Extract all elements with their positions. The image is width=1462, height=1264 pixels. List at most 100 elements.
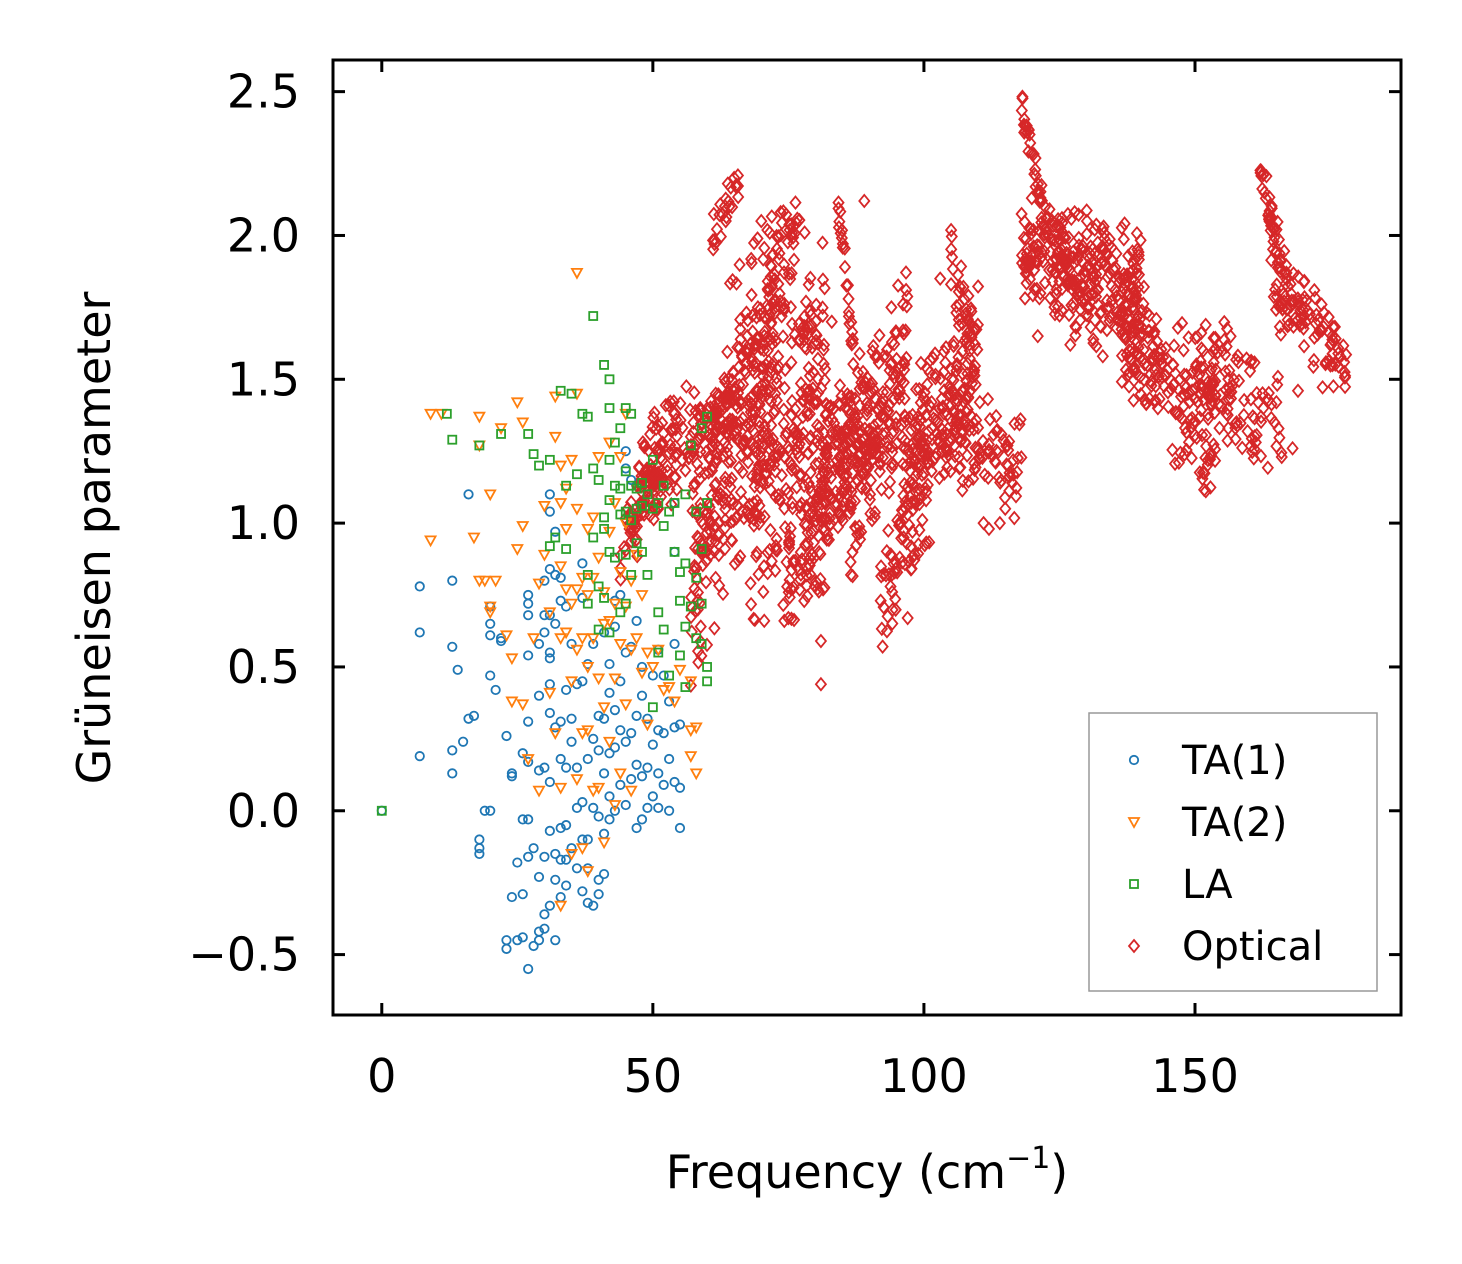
point-optical (1050, 282, 1063, 297)
point-optical (934, 370, 947, 386)
point-optical (1267, 289, 1281, 305)
point-optical (1241, 423, 1254, 439)
point-ta1 (609, 704, 621, 716)
point-optical (925, 394, 938, 410)
point-optical (614, 560, 627, 576)
point-optical (792, 562, 806, 577)
point-optical (687, 415, 700, 431)
point-la (604, 403, 615, 413)
point-optical (1068, 204, 1081, 220)
point-ta2 (537, 549, 551, 562)
point-optical (803, 479, 817, 495)
point-ta1 (550, 848, 561, 860)
point-ta2 (570, 388, 584, 401)
point-ta1 (588, 900, 599, 911)
point-optical (1137, 342, 1150, 358)
point-optical (889, 602, 902, 618)
point-optical (662, 398, 676, 414)
point-optical (1131, 334, 1144, 350)
point-optical (939, 340, 953, 355)
point-la (604, 454, 615, 465)
point-optical (754, 509, 767, 525)
point-ta2 (434, 408, 448, 421)
point-optical (1135, 303, 1149, 319)
point-optical (992, 470, 1006, 486)
point-ta2 (608, 673, 622, 686)
point-optical (943, 385, 956, 401)
point-optical (898, 523, 911, 539)
point-optical (763, 225, 776, 241)
point-optical (834, 225, 847, 241)
point-optical (1264, 223, 1277, 238)
point-optical (876, 639, 889, 655)
point-ta2 (624, 785, 638, 798)
point-optical (1297, 274, 1311, 290)
point-optical (838, 241, 851, 256)
point-optical (928, 450, 942, 466)
point-optical (1128, 362, 1141, 378)
point-optical (911, 546, 925, 562)
point-ta2 (499, 630, 514, 643)
point-optical (873, 455, 886, 471)
point-optical (890, 365, 904, 380)
point-optical (816, 581, 830, 597)
point-optical (793, 498, 806, 514)
point-ta1 (620, 736, 631, 747)
point-la (653, 498, 664, 508)
point-optical (941, 421, 954, 437)
legend-label: Optical (1182, 924, 1323, 970)
point-optical (749, 355, 762, 371)
y-tick-label: 2.0 (227, 208, 300, 262)
point-ta1 (539, 923, 550, 934)
point-optical (1199, 317, 1212, 333)
point-optical (719, 470, 732, 486)
point-optical (723, 473, 736, 489)
point-optical (861, 449, 874, 465)
point-la (631, 503, 642, 514)
point-optical (868, 390, 882, 406)
point-ta1 (414, 581, 425, 592)
point-optical (1243, 363, 1257, 379)
point-optical (820, 459, 834, 475)
point-ta1 (544, 564, 555, 575)
series-Optical (614, 89, 1353, 693)
point-ta2 (592, 552, 606, 565)
point-optical (785, 355, 798, 370)
point-optical (1230, 415, 1243, 430)
point-optical (716, 586, 730, 602)
point-ta2 (586, 633, 600, 646)
point-ta1 (653, 768, 664, 779)
point-ta1 (544, 776, 555, 788)
y-axis-label: Grüneisen parameter (67, 291, 121, 784)
point-ta1 (658, 779, 669, 790)
point-optical (853, 424, 866, 440)
point-optical (882, 403, 895, 419)
point-optical (989, 408, 1003, 424)
point-optical (898, 356, 911, 372)
point-optical (741, 454, 755, 470)
point-la (582, 569, 593, 580)
point-optical (1124, 320, 1137, 336)
point-la (637, 546, 647, 557)
point-ta1 (631, 710, 642, 721)
point-optical (813, 436, 827, 452)
point-la (680, 558, 691, 569)
point-optical (905, 422, 918, 438)
point-optical (632, 459, 646, 475)
point-optical (769, 464, 782, 479)
point-optical (1204, 445, 1217, 461)
point-ta2 (532, 578, 546, 591)
point-optical (1231, 418, 1244, 433)
point-ta1 (577, 558, 588, 569)
point-ta2 (602, 616, 617, 628)
point-optical (921, 361, 934, 377)
point-optical (1072, 238, 1086, 253)
point-optical (785, 495, 799, 511)
point-ta1 (495, 635, 507, 647)
point-optical (772, 358, 785, 374)
point-optical (1325, 336, 1338, 351)
point-ta2 (635, 590, 649, 602)
point-ta1 (533, 935, 545, 946)
point-la (561, 544, 572, 554)
point-optical (733, 340, 746, 356)
